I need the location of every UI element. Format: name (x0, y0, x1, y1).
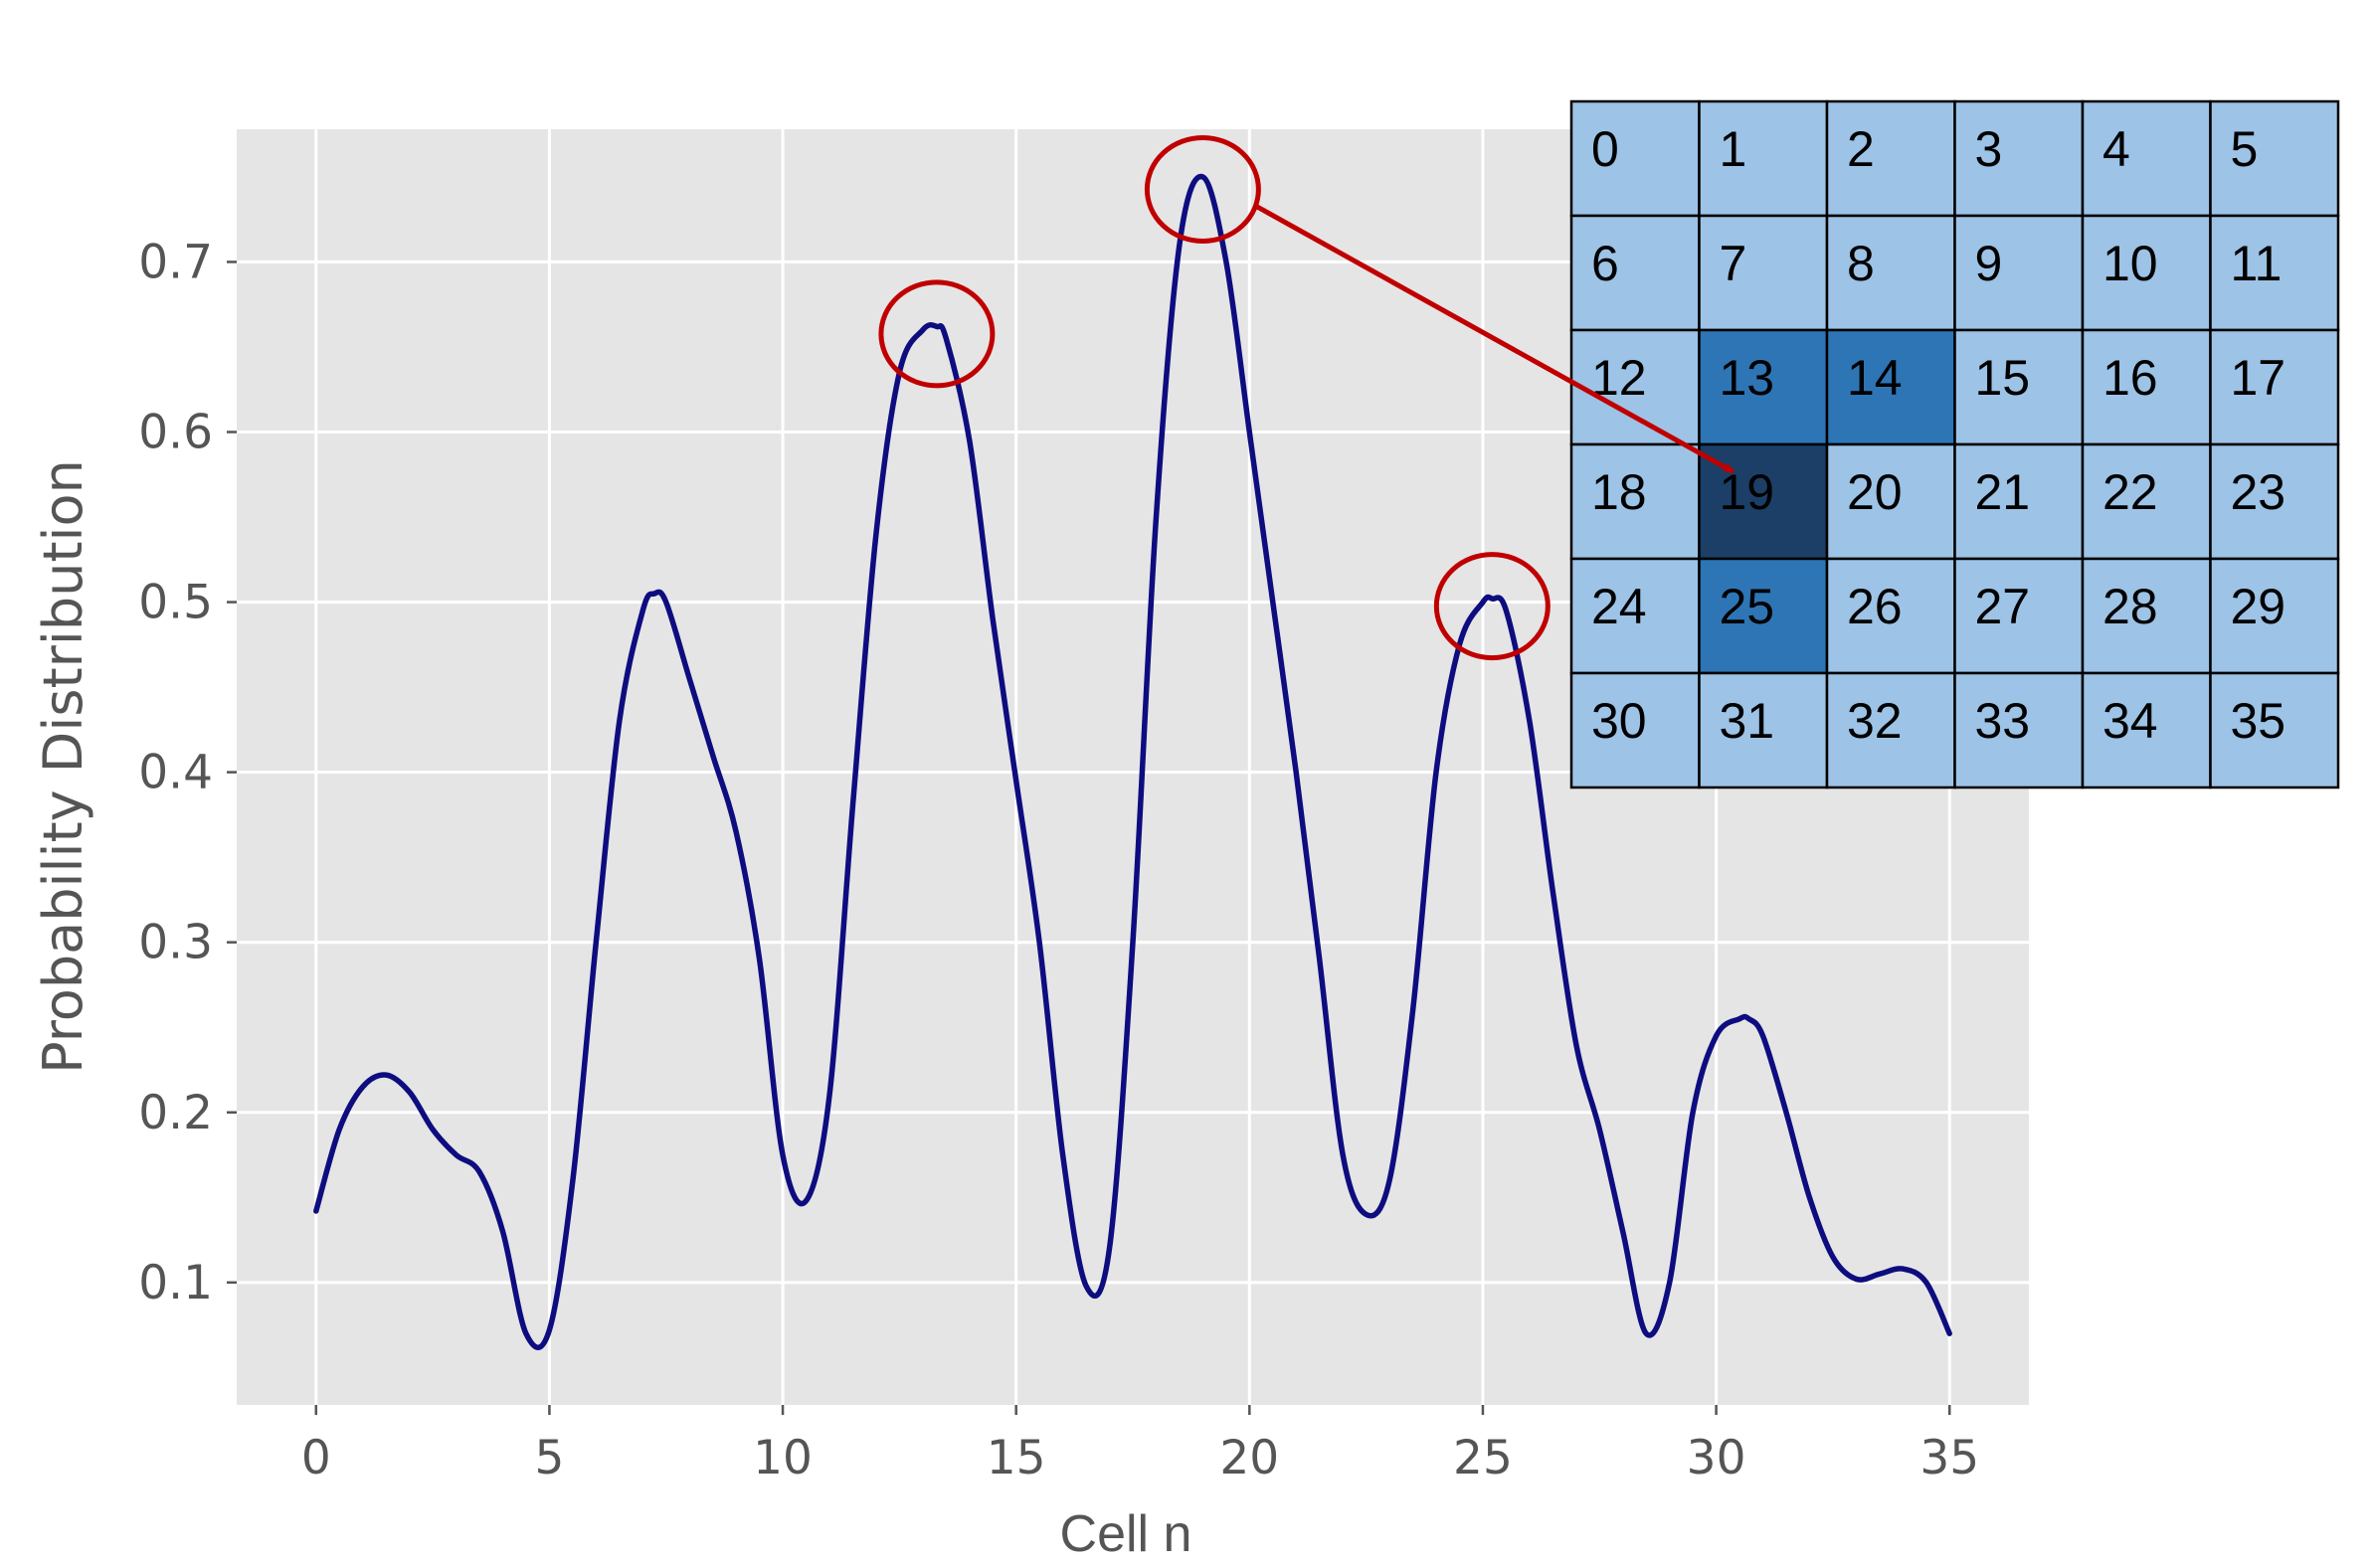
grid-cell-label: 25 (1720, 579, 1775, 634)
x-tick-label: 0 (301, 1431, 331, 1485)
grid-cell (1825, 214, 1956, 332)
grid-cell (1569, 214, 1701, 332)
grid-cell-label: 19 (1720, 464, 1775, 520)
x-axis-title: Cell n (1060, 1505, 1192, 1563)
grid-cell-label: 7 (1720, 236, 1747, 291)
grid-cell (1698, 557, 1829, 675)
grid-cell (1825, 328, 1956, 446)
x-tick-label: 15 (987, 1431, 1046, 1485)
x-tick-label: 5 (534, 1431, 564, 1485)
grid-cell (1825, 442, 1956, 561)
y-tick-label: 0.2 (138, 1086, 213, 1140)
grid-cell (1953, 671, 2085, 789)
x-tick-label: 10 (753, 1431, 813, 1485)
x-tick-label: 30 (1687, 1431, 1746, 1485)
grid-cell-label: 3 (1975, 121, 2003, 177)
x-tick-label: 20 (1219, 1431, 1279, 1485)
grid-cell-label: 5 (2231, 121, 2259, 177)
grid-cell (1698, 99, 1829, 218)
grid-cell (1569, 99, 1701, 218)
annotation-arrow (1253, 203, 1735, 474)
y-tick-label: 0.3 (138, 916, 213, 970)
grid-cell-label: 8 (1847, 236, 1875, 291)
y-tick-label: 0.6 (138, 405, 213, 459)
grid-cell-label: 23 (2231, 464, 2286, 520)
grid-cell-label: 16 (2102, 350, 2158, 406)
grid-cell (1569, 328, 1701, 446)
series-line (313, 173, 1952, 1351)
peak-highlight-circle (1144, 134, 1261, 244)
grid-cell (2209, 442, 2340, 561)
grid-cell (2209, 671, 2340, 789)
grid-cell (1698, 671, 1829, 789)
y-tick-label: 0.1 (138, 1256, 213, 1310)
grid-cell-label: 18 (1591, 464, 1647, 520)
grid-cell-label: 13 (1720, 350, 1775, 406)
y-axis-ticks: 0.1 0.2 0.3 0.4 0.5 0.6 0.7 (138, 235, 237, 1310)
grid-cell-label: 2 (1847, 121, 1875, 177)
grid-cell-label: 33 (1975, 693, 2031, 749)
grid-cell-label: 21 (1975, 464, 2031, 520)
grid-cell-label: 17 (2231, 350, 2286, 406)
grid-cell-label: 1 (1720, 121, 1747, 177)
grid-cell-label: 20 (1847, 464, 1903, 520)
grid-cell-label: 28 (2102, 579, 2158, 634)
grid-cell (2209, 214, 2340, 332)
grid-cell (1953, 557, 2085, 675)
grid-cell-label: 4 (2102, 121, 2130, 177)
grid-cell (1569, 671, 1701, 789)
peak-highlight-circle (1433, 552, 1551, 661)
grid-cell-label: 6 (1591, 236, 1619, 291)
grid-cell-label: 35 (2231, 693, 2286, 749)
x-tick-label: 35 (1919, 1431, 1979, 1485)
grid-cell-label: 24 (1591, 579, 1647, 634)
grid-cell-label: 31 (1720, 693, 1775, 749)
x-axis-ticks: 0 5 10 15 20 25 30 35 (301, 1405, 1979, 1485)
peak-highlight-circle (878, 279, 996, 389)
grid-cell-label: 30 (1591, 693, 1647, 749)
grid-cell-label: 11 (2231, 236, 2283, 291)
grid-cell (1953, 328, 2085, 446)
grid-cell-label: 0 (1591, 121, 1619, 177)
grid-cell (1569, 557, 1701, 675)
grid-cell (2209, 557, 2340, 675)
grid-cell-label: 14 (1847, 350, 1903, 406)
grid-cell-label: 27 (1975, 579, 2031, 634)
y-tick-label: 0.7 (138, 235, 213, 289)
y-axis-title: Probability Distribution (32, 459, 94, 1074)
y-tick-label: 0.5 (138, 576, 213, 630)
grid-cell-label: 22 (2102, 464, 2158, 520)
grid-cell (2081, 99, 2212, 218)
grid-cell-label: 32 (1847, 693, 1903, 749)
grid-cell (2209, 328, 2340, 446)
grid-cell-label: 15 (1975, 350, 2031, 406)
y-tick-label: 0.4 (138, 746, 213, 800)
grid-cell-label: 9 (1975, 236, 2003, 291)
grid-cell (2081, 442, 2212, 561)
grid-cell-label: 26 (1847, 579, 1903, 634)
grid-cell (2081, 671, 2212, 789)
grid-cell-label: 10 (2102, 236, 2158, 291)
grid-cell (2209, 99, 2340, 218)
grid-cell (2081, 214, 2212, 332)
highlighted-peaks (878, 134, 1551, 661)
x-tick-label: 25 (1453, 1431, 1513, 1485)
grid-cell (1825, 671, 1956, 789)
grid-cell (1825, 557, 1956, 675)
grid-cell (2081, 328, 2212, 446)
grid-cell-label: 34 (2102, 693, 2158, 749)
grid-cell-label: 29 (2231, 579, 2286, 634)
